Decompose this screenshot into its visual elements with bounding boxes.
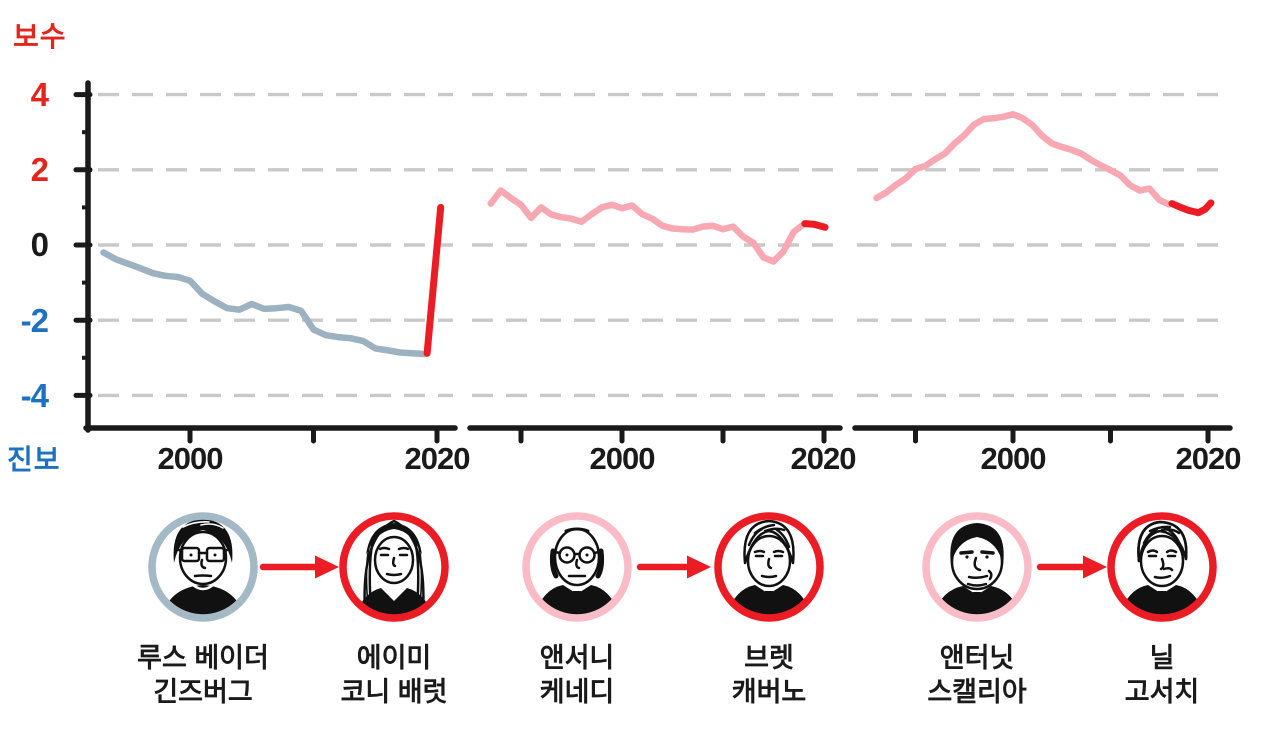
portrait-ring-ginsburg bbox=[148, 512, 258, 622]
portrait-kennedy bbox=[522, 512, 632, 622]
portrait-ring-kavanaugh bbox=[714, 512, 824, 622]
y-tick-label-0: 0 bbox=[30, 226, 49, 263]
axis-layer bbox=[73, 80, 1233, 444]
portrait-kavanaugh bbox=[714, 512, 824, 622]
y-axis-top-label: 보수 bbox=[13, 21, 67, 52]
name-kennedy-line1: 앤서니 bbox=[539, 643, 615, 673]
x-tick-label-p1-2020: 2020 bbox=[404, 441, 471, 476]
name-ginsburg-line2: 긴즈버그 bbox=[153, 677, 253, 707]
x-tick-label-p2-2000: 2000 bbox=[589, 441, 656, 476]
y-tick-label-4: 4 bbox=[30, 76, 49, 113]
portrait-ring-kennedy bbox=[522, 512, 632, 622]
transition-arrow-kennedy-kavanaugh bbox=[636, 555, 711, 579]
y-tick-label-2: 2 bbox=[30, 151, 49, 188]
series-line-old-panel2 bbox=[487, 187, 808, 265]
name-gorsuch-line1: 닐 bbox=[1149, 643, 1175, 673]
x-tick-label-p3-2020: 2020 bbox=[1175, 441, 1242, 476]
series-line-new-panel1 bbox=[423, 203, 445, 357]
name-gorsuch-line2: 고서치 bbox=[1124, 677, 1200, 707]
name-ginsburg-line1: 루스 베이더 bbox=[137, 643, 269, 673]
x-tick-label-p1-2000: 2000 bbox=[157, 441, 224, 476]
name-kavanaugh-line2: 캐버노 bbox=[731, 677, 807, 707]
name-scalia-line2: 스캘리아 bbox=[927, 677, 1027, 707]
portrait-ring-gorsuch bbox=[1107, 512, 1217, 622]
y-tick-label-neg2: -2 bbox=[20, 302, 49, 339]
portrait-ring-barrett bbox=[339, 512, 449, 622]
name-barrett-line2: 코니 배럿 bbox=[340, 677, 448, 707]
portrait-gorsuch bbox=[1107, 512, 1217, 622]
x-tick-label-p2-2020: 2020 bbox=[790, 441, 857, 476]
name-scalia-line1: 앤터닛 bbox=[939, 643, 1015, 673]
series-line-old-panel1 bbox=[100, 249, 428, 358]
grid-layer bbox=[98, 92, 1228, 398]
portrait-ring-scalia bbox=[922, 512, 1032, 622]
portrait-scalia bbox=[922, 512, 1032, 622]
series-line-new-panel3 bbox=[1168, 199, 1215, 217]
x-tick-label-p3-2000: 2000 bbox=[980, 441, 1047, 476]
series-line-new-panel2 bbox=[801, 220, 829, 231]
name-kennedy-line2: 케네디 bbox=[539, 677, 615, 707]
arrows-layer bbox=[259, 555, 1107, 579]
y-axis-bottom-label: 진보 bbox=[7, 444, 61, 475]
y-tick-label-neg4: -4 bbox=[20, 377, 49, 414]
portrait-barrett bbox=[339, 512, 449, 622]
series-line-old-panel3 bbox=[873, 110, 1173, 208]
portrait-ginsburg bbox=[148, 512, 258, 622]
series-layer bbox=[100, 110, 1215, 358]
name-barrett-line1: 에이미 bbox=[356, 643, 432, 673]
transition-arrow-scalia-gorsuch bbox=[1036, 555, 1107, 579]
name-kavanaugh-line1: 브렛 bbox=[744, 643, 794, 673]
transition-arrow-ginsburg-barrett bbox=[259, 555, 339, 579]
